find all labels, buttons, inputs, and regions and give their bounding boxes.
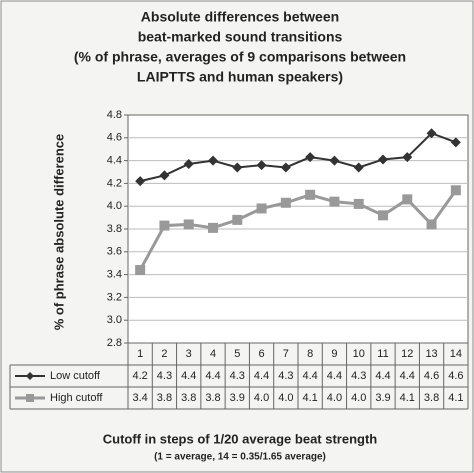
table-cell: 3.8 bbox=[157, 392, 172, 404]
chart-title: beat-marked sound transitions bbox=[138, 29, 343, 45]
table-cell: 3.9 bbox=[375, 392, 390, 404]
point bbox=[329, 155, 340, 166]
table-cell: 4.0 bbox=[327, 392, 342, 404]
x-axis-note: (1 = average, 14 = 0.35/1.65 average) bbox=[154, 452, 326, 463]
x-tick-label: 10 bbox=[353, 348, 365, 360]
point bbox=[256, 203, 267, 214]
x-tick-label: 14 bbox=[450, 348, 462, 360]
point bbox=[280, 197, 291, 208]
x-tick-label: 6 bbox=[259, 348, 265, 360]
point bbox=[305, 189, 316, 200]
x-tick-label: 11 bbox=[377, 348, 388, 360]
table-cell: 4.3 bbox=[230, 370, 245, 382]
table-cell: 3.8 bbox=[205, 392, 220, 404]
table-cell: 4.4 bbox=[205, 370, 220, 382]
table-cell: 4.4 bbox=[400, 370, 415, 382]
x-tick-label: 12 bbox=[401, 348, 413, 360]
table-cell: 4.1 bbox=[302, 392, 317, 404]
legend-label: Low cutoff bbox=[50, 370, 101, 382]
table-cell: 4.4 bbox=[375, 370, 390, 382]
x-tick-label: 1 bbox=[137, 348, 143, 360]
point bbox=[353, 162, 364, 173]
table-cell: 4.4 bbox=[181, 370, 196, 382]
x-tick-label: 13 bbox=[425, 348, 437, 360]
point bbox=[378, 154, 388, 165]
point bbox=[450, 137, 461, 148]
y-tick-label: 3.0 bbox=[107, 314, 122, 326]
table-cell: 4.3 bbox=[157, 370, 172, 382]
point bbox=[183, 159, 194, 170]
x-tick-label: 3 bbox=[186, 348, 192, 360]
point bbox=[402, 194, 413, 205]
point bbox=[135, 176, 146, 187]
legend-marker bbox=[26, 394, 34, 402]
point bbox=[159, 220, 170, 231]
x-tick-label: 9 bbox=[331, 348, 337, 360]
table-cell: 4.4 bbox=[254, 370, 269, 382]
point bbox=[378, 210, 388, 221]
chart-title: Absolute differences between bbox=[141, 9, 339, 25]
point bbox=[159, 170, 170, 181]
table-cell: 4.0 bbox=[351, 392, 366, 404]
table-cell: 4.3 bbox=[278, 370, 293, 382]
legend-marker bbox=[26, 372, 34, 380]
point bbox=[280, 162, 291, 173]
legend-label: High cutoff bbox=[50, 392, 103, 404]
point bbox=[353, 198, 364, 209]
y-tick-label: 3.6 bbox=[107, 246, 122, 258]
y-tick-label: 3.2 bbox=[107, 291, 122, 303]
y-axis-label: % of phrase absolute difference bbox=[51, 134, 66, 331]
x-tick-label: 5 bbox=[234, 348, 240, 360]
point bbox=[426, 128, 437, 139]
table-cell: 3.4 bbox=[132, 392, 147, 404]
point bbox=[450, 185, 461, 196]
table-cell: 3.8 bbox=[181, 392, 196, 404]
chart-title: (% of phrase, averages of 9 comparisons … bbox=[74, 49, 406, 65]
y-tick-label: 4.4 bbox=[107, 155, 122, 167]
y-tick-label: 4.8 bbox=[107, 109, 122, 121]
table-cell: 4.0 bbox=[278, 392, 293, 404]
table-cell: 4.6 bbox=[448, 370, 463, 382]
table-cell: 4.2 bbox=[132, 370, 147, 382]
table-cell: 4.4 bbox=[302, 370, 317, 382]
y-tick-label: 4.2 bbox=[107, 177, 122, 189]
y-tick-label: 2.8 bbox=[107, 337, 122, 349]
table-cell: 3.8 bbox=[424, 392, 439, 404]
y-tick-label: 3.8 bbox=[107, 223, 122, 235]
point bbox=[426, 219, 437, 230]
x-tick-label: 4 bbox=[210, 348, 216, 360]
table-cell: 4.3 bbox=[351, 370, 366, 382]
point bbox=[183, 219, 194, 230]
table-cell: 3.9 bbox=[230, 392, 245, 404]
point bbox=[402, 152, 413, 163]
table-cell: 4.1 bbox=[400, 392, 415, 404]
table-cell: 4.0 bbox=[254, 392, 269, 404]
x-axis-label: Cutoff in steps of 1/20 average beat str… bbox=[103, 431, 378, 446]
point bbox=[135, 265, 146, 276]
y-tick-label: 4.6 bbox=[107, 132, 122, 144]
point bbox=[208, 155, 218, 166]
point bbox=[256, 160, 267, 171]
point bbox=[329, 196, 340, 207]
point bbox=[232, 162, 243, 173]
x-tick-label: 8 bbox=[307, 348, 313, 360]
y-tick-label: 3.4 bbox=[107, 269, 122, 281]
table-cell: 4.6 bbox=[424, 370, 439, 382]
table-cell: 4.4 bbox=[327, 370, 342, 382]
point bbox=[305, 152, 316, 163]
chart-title: LAIPTTS and human speakers) bbox=[137, 69, 343, 85]
table-cell: 4.1 bbox=[448, 392, 463, 404]
point bbox=[208, 222, 218, 233]
point bbox=[232, 214, 243, 225]
x-tick-label: 7 bbox=[283, 348, 289, 360]
y-tick-label: 4.0 bbox=[107, 200, 122, 212]
x-tick-label: 2 bbox=[161, 348, 167, 360]
